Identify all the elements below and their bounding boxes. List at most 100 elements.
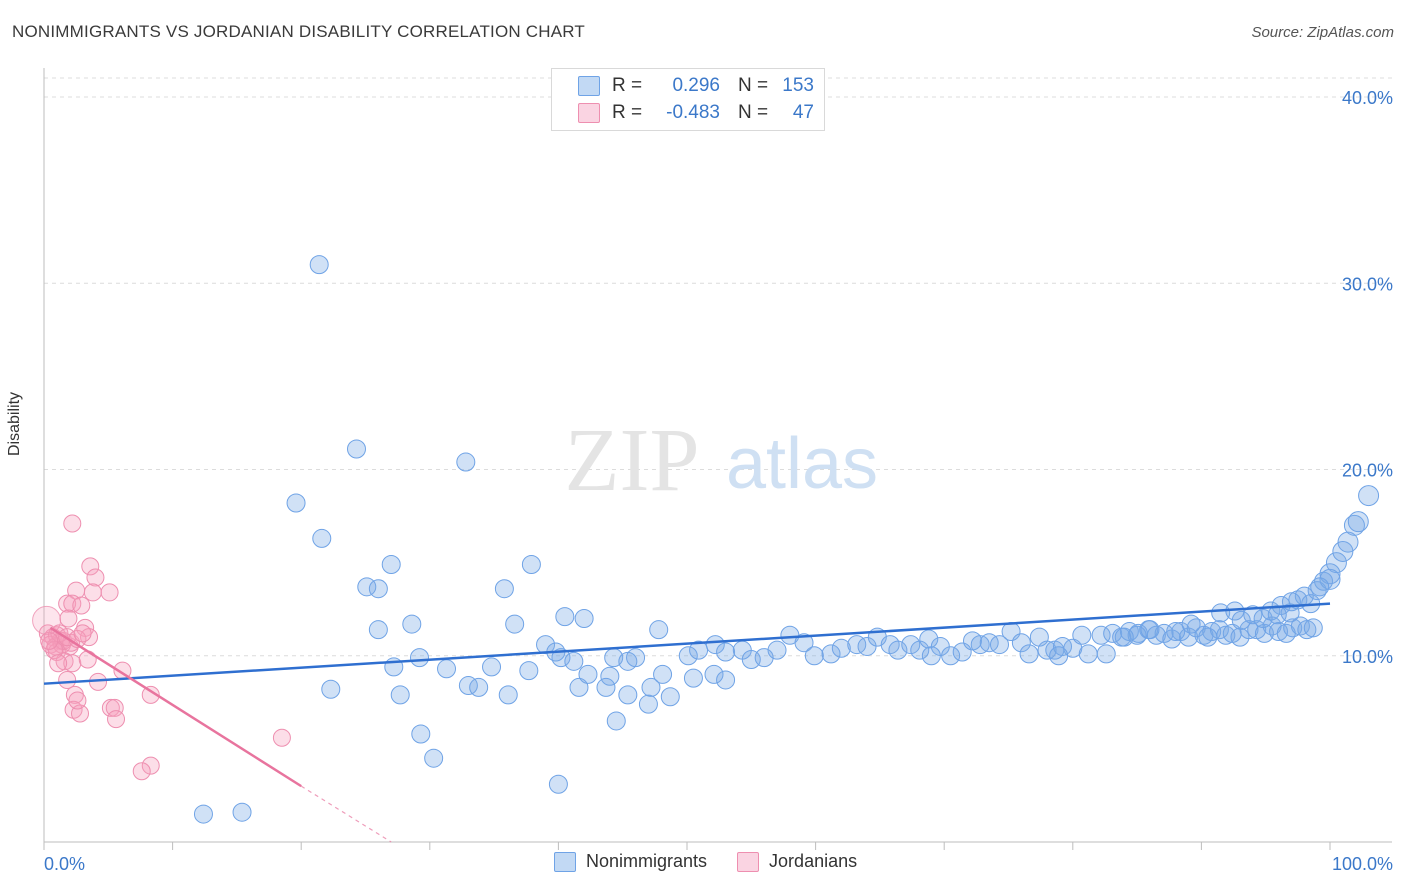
nonimmigrants-point bbox=[606, 711, 626, 731]
jordanians-point bbox=[49, 654, 68, 673]
nonimmigrants-point bbox=[1347, 511, 1369, 533]
nonimmigrants-point bbox=[548, 774, 568, 794]
nonimmigrants-point bbox=[901, 635, 921, 655]
nonimmigrants-point bbox=[1154, 623, 1174, 643]
nonimmigrants-point bbox=[1358, 485, 1380, 507]
nonimmigrants-point bbox=[1269, 622, 1289, 642]
jordanians-point bbox=[101, 698, 120, 717]
nonimmigrants-point bbox=[1202, 622, 1222, 642]
nonimmigrants-point bbox=[555, 607, 575, 627]
jordanians-point bbox=[59, 609, 78, 628]
axes bbox=[43, 68, 1392, 850]
jordanians-trend-extension bbox=[300, 785, 392, 843]
nonimmigrants-point bbox=[921, 646, 941, 666]
nonimmigrants-point bbox=[519, 661, 539, 681]
nonimmigrants-point bbox=[368, 620, 388, 640]
nonimmigrants-point bbox=[498, 685, 518, 705]
trend-lines bbox=[43, 602, 1331, 843]
watermark-zip: ZIP bbox=[565, 411, 700, 510]
nonimmigrants-point bbox=[919, 629, 939, 649]
nonimmigrants-point bbox=[641, 677, 661, 697]
nonimmigrants-point bbox=[1319, 563, 1341, 585]
watermark: ZIP atlas bbox=[565, 411, 879, 510]
legend-swatch-pink bbox=[578, 103, 600, 123]
jordanians-point bbox=[63, 654, 82, 673]
nonimmigrants-point bbox=[494, 579, 514, 599]
nonimmigrants-point bbox=[574, 609, 594, 628]
legend-row-jordanians: R = -0.483 N = 47 bbox=[552, 100, 814, 126]
series-swatch-pink bbox=[737, 851, 760, 872]
legend-r-value: 0.296 bbox=[672, 75, 720, 96]
legend-n-key: N = bbox=[738, 75, 769, 96]
nonimmigrants-point bbox=[482, 657, 502, 677]
series-legend: Nonimmigrants Jordanians bbox=[554, 851, 887, 872]
jordanians-point bbox=[63, 514, 82, 533]
nonimmigrants-point bbox=[521, 554, 541, 574]
nonimmigrants-point bbox=[411, 724, 431, 744]
nonimmigrants-point bbox=[821, 644, 841, 664]
nonimmigrants-point bbox=[368, 579, 388, 599]
y-tick-label: 30.0% bbox=[1342, 274, 1393, 294]
jordanians-point bbox=[86, 568, 105, 587]
grid-lines bbox=[44, 77, 1392, 657]
nonimmigrants-point bbox=[678, 646, 698, 666]
legend-r-value: -0.483 bbox=[666, 102, 720, 123]
nonimmigrants-point bbox=[660, 687, 680, 707]
nonimmigrants-point bbox=[649, 620, 669, 640]
nonimmigrants-point bbox=[1166, 622, 1186, 642]
series-label-jordanians: Jordanians bbox=[769, 851, 858, 871]
nonimmigrants-point bbox=[551, 648, 571, 668]
nonimmigrants-point bbox=[1211, 603, 1231, 623]
nonimmigrants-point bbox=[767, 640, 787, 660]
nonimmigrants-point bbox=[402, 614, 422, 634]
nonimmigrants-point bbox=[1281, 592, 1301, 612]
series-legend-jordanians[interactable]: Jordanians bbox=[737, 851, 857, 872]
nonimmigrants-points bbox=[193, 255, 1380, 824]
nonimmigrants-point bbox=[1343, 514, 1365, 536]
nonimmigrants-point bbox=[390, 685, 410, 705]
nonimmigrants-point bbox=[1072, 625, 1092, 645]
nonimmigrants-point bbox=[1310, 577, 1330, 597]
nonimmigrants-point bbox=[1307, 581, 1327, 601]
nonimmigrants-point bbox=[626, 648, 646, 668]
nonimmigrants-point bbox=[880, 635, 900, 655]
jordanians-point bbox=[141, 756, 160, 775]
nonimmigrants-point bbox=[1243, 605, 1263, 625]
x-tick-label: 100.0% bbox=[1332, 854, 1393, 874]
jordanians-point bbox=[132, 762, 151, 781]
nonimmigrants-point bbox=[1303, 618, 1323, 638]
nonimmigrants-point bbox=[1096, 644, 1116, 664]
nonimmigrants-point bbox=[716, 642, 736, 662]
nonimmigrants-point bbox=[683, 668, 703, 688]
legend-r-key: R = bbox=[612, 75, 643, 96]
jordanians-point bbox=[73, 624, 92, 643]
nonimmigrants-point bbox=[1332, 540, 1354, 562]
nonimmigrants-point bbox=[193, 804, 213, 824]
nonimmigrants-point bbox=[1198, 627, 1218, 647]
nonimmigrants-point bbox=[596, 677, 616, 697]
nonimmigrants-point bbox=[989, 635, 1009, 655]
nonimmigrants-point bbox=[1049, 646, 1069, 666]
nonimmigrants-point bbox=[469, 677, 489, 697]
tick-labels: 10.0% 20.0% 30.0% 40.0% 0.0% 100.0% bbox=[44, 88, 1393, 874]
nonimmigrants-point bbox=[794, 633, 814, 653]
x-tick-label: 0.0% bbox=[44, 854, 85, 874]
nonimmigrants-point bbox=[1171, 622, 1191, 642]
nonimmigrants-point bbox=[424, 748, 444, 768]
nonimmigrants-point bbox=[1319, 568, 1341, 590]
nonimmigrants-point bbox=[1254, 623, 1274, 643]
jordanians-point bbox=[81, 557, 100, 576]
series-legend-nonimmigrants[interactable]: Nonimmigrants bbox=[554, 851, 707, 872]
nonimmigrants-point bbox=[569, 677, 589, 697]
nonimmigrants-point bbox=[1140, 620, 1160, 640]
nonimmigrants-point bbox=[1297, 620, 1317, 640]
jordanians-point bbox=[58, 594, 77, 613]
jordanians-point bbox=[78, 650, 97, 669]
nonimmigrants-point bbox=[232, 802, 252, 822]
nonimmigrants-point bbox=[638, 694, 658, 714]
nonimmigrants-point bbox=[1091, 625, 1111, 645]
nonimmigrants-point bbox=[505, 614, 525, 634]
nonimmigrants-point bbox=[1253, 609, 1273, 628]
y-tick-label: 10.0% bbox=[1342, 647, 1393, 667]
